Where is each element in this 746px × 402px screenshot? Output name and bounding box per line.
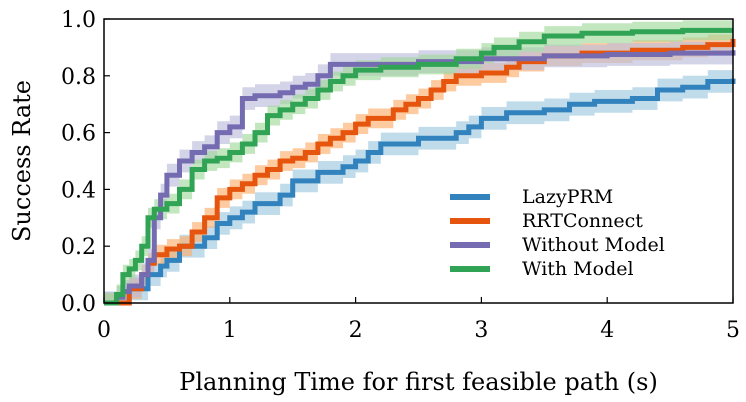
- series-lines: [104, 27, 736, 306]
- y-tick-label: 0.0: [61, 292, 96, 317]
- x-tick-label: 3: [474, 318, 488, 343]
- plot-frame: [103, 18, 734, 304]
- lazyprm-line: [104, 78, 736, 306]
- y-tick-label: 0.4: [61, 178, 96, 203]
- with-model-line: [104, 27, 733, 306]
- y-tick-label: 0.6: [61, 122, 96, 147]
- without-model-line: [104, 50, 736, 306]
- y-tick-label: 0.2: [61, 235, 96, 260]
- without-model-band: [104, 38, 733, 304]
- y-tick-label: 1.0: [61, 8, 96, 33]
- y-axis-ticks: 0.0 0.2 0.4 0.6 0.8 1.0: [61, 8, 110, 317]
- x-tick-label: 1: [223, 318, 237, 343]
- x-tick-label: 2: [349, 318, 363, 343]
- x-axis-ticks: 0 1 2 3 4 5: [97, 297, 740, 343]
- rrtconnect-line: [104, 38, 736, 306]
- x-tick-label: 4: [600, 318, 614, 343]
- legend-label-without-model: Without Model: [522, 234, 665, 256]
- y-tick-label: 0.8: [61, 65, 96, 90]
- legend-label-with-model: With Model: [522, 258, 634, 280]
- x-tick-label: 5: [726, 318, 740, 343]
- with-model-band: [104, 20, 733, 304]
- legend-label-rrtconnect: RRTConnect: [522, 210, 643, 232]
- legend-label-lazyprm: LazyPRM: [522, 186, 613, 208]
- y-axis-label: Success Rate: [8, 80, 36, 242]
- x-axis-label: Planning Time for first feasible path (s…: [179, 368, 658, 396]
- x-tick-label: 0: [97, 318, 111, 343]
